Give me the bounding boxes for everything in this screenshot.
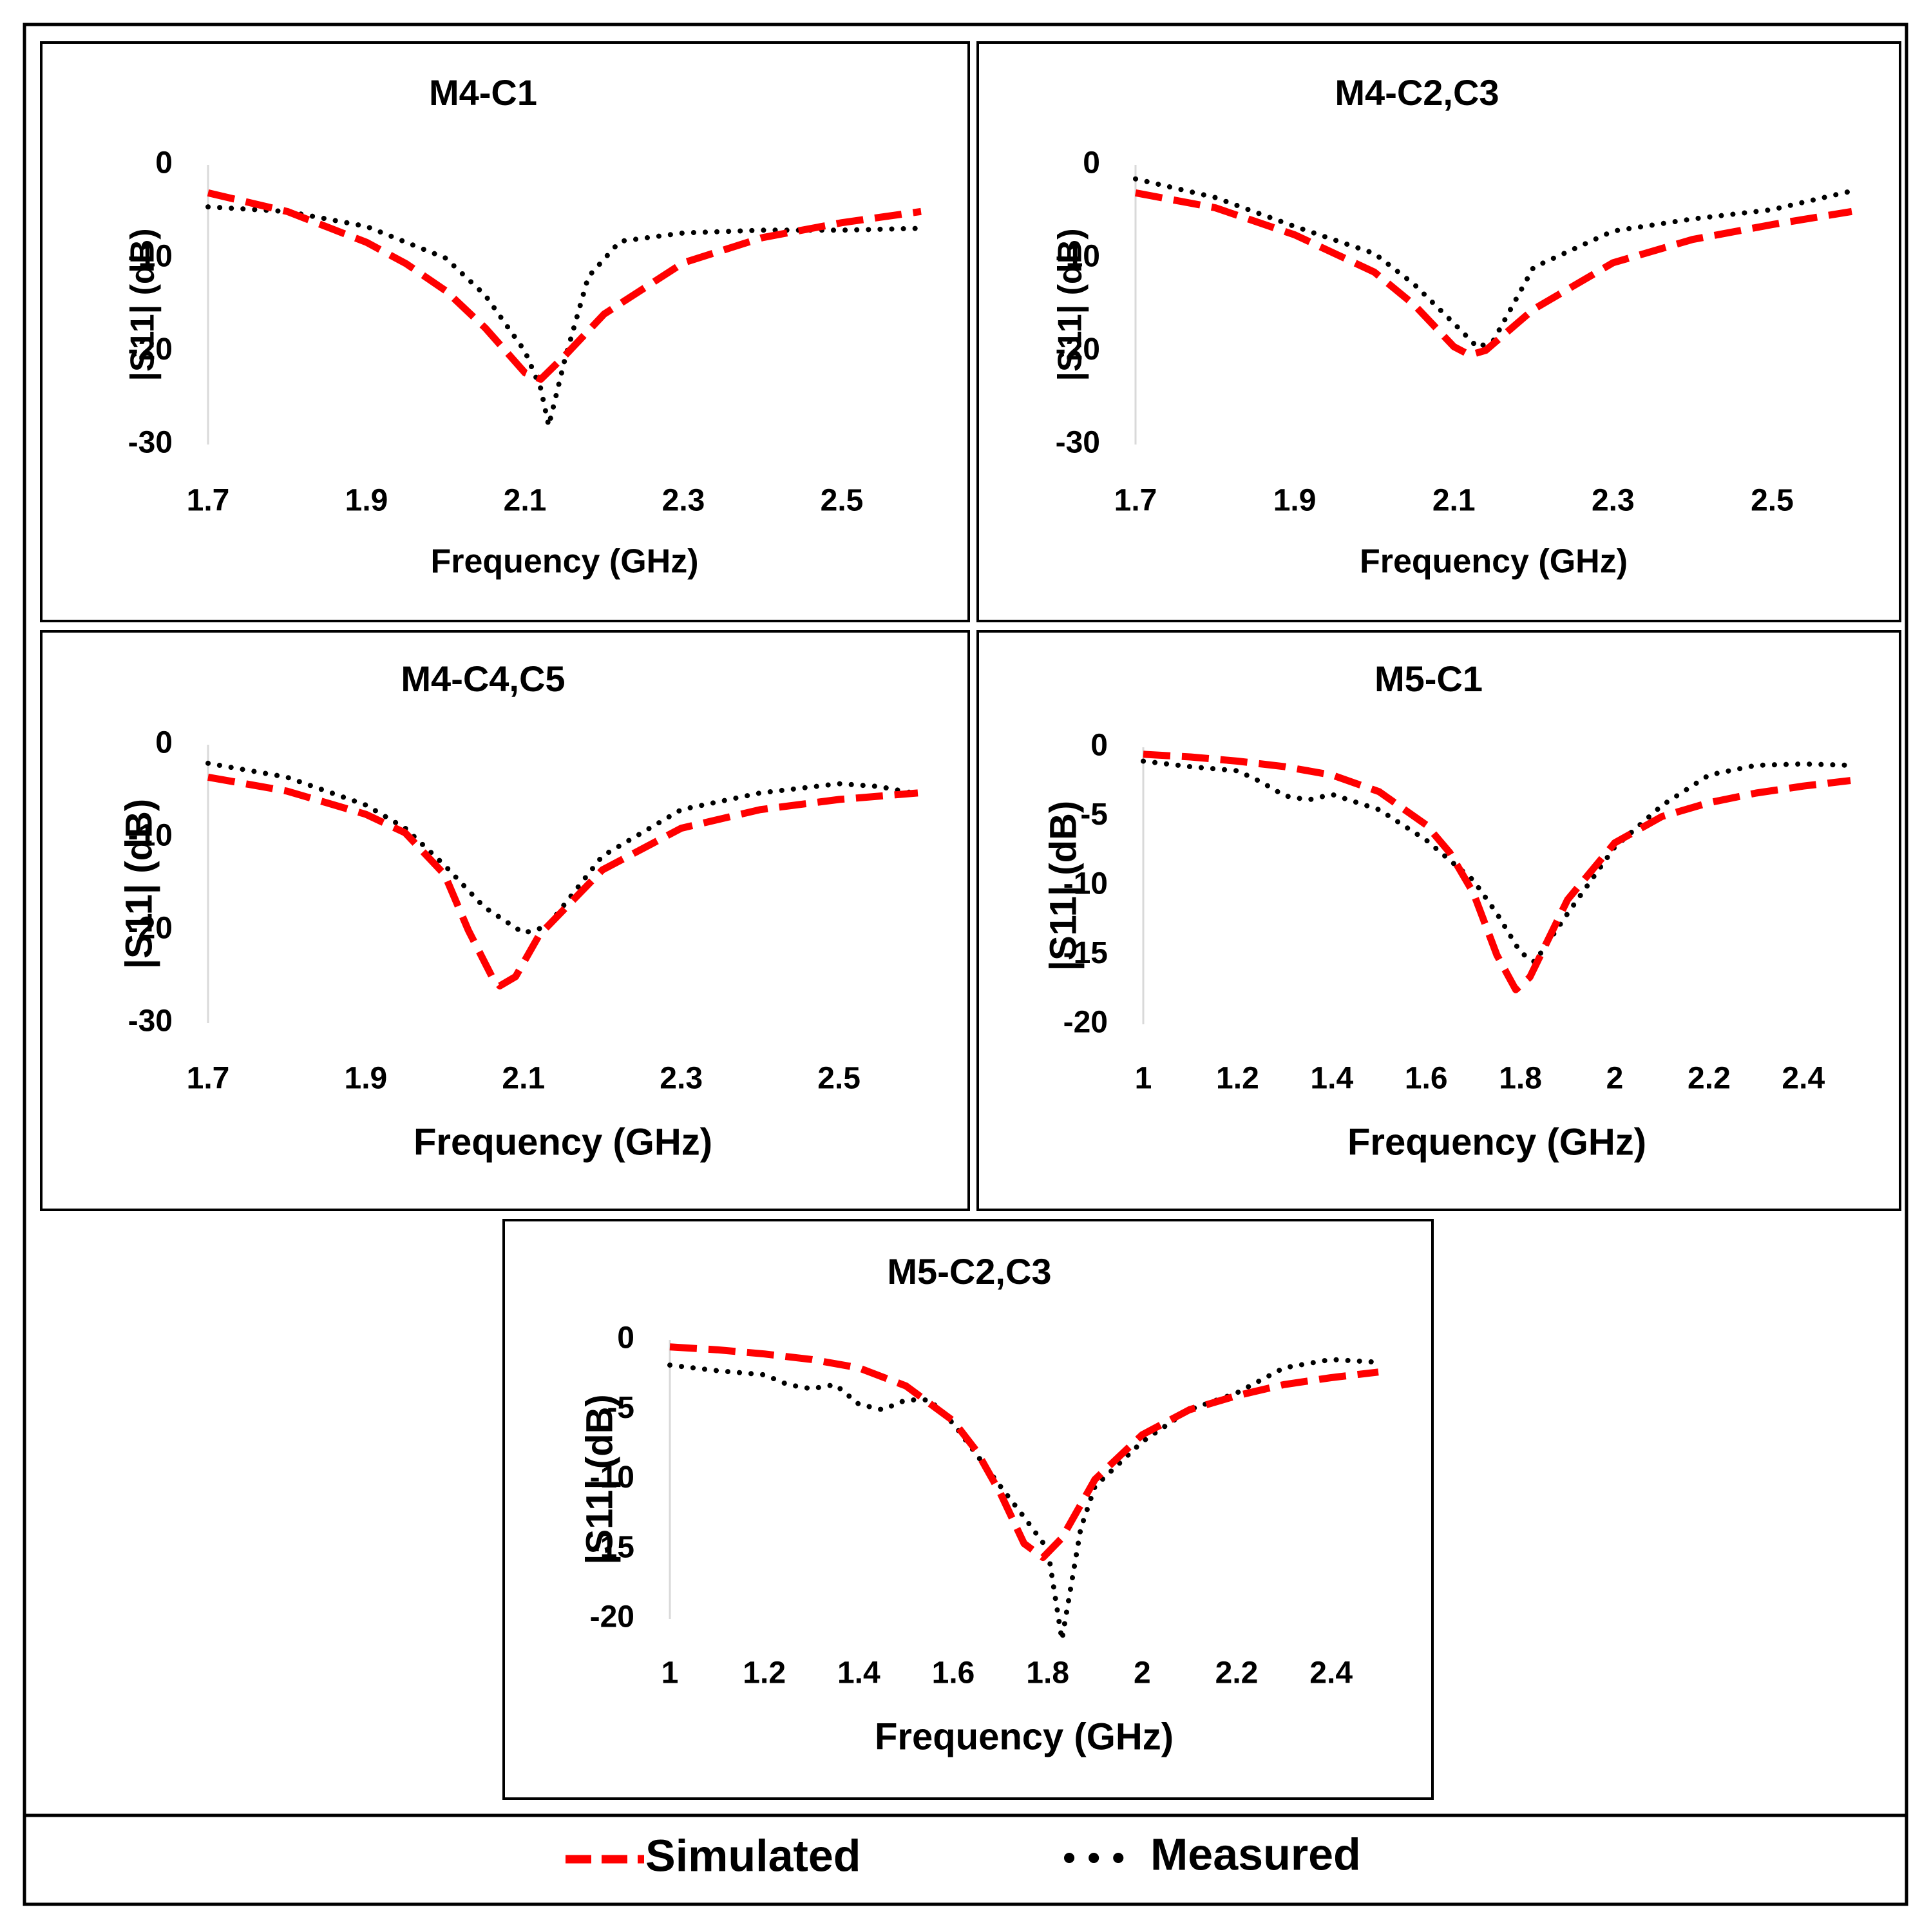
- x-tick-label: 1.9: [345, 484, 388, 518]
- panel-frame: [40, 630, 970, 1211]
- y-tick-label: -30: [1056, 426, 1100, 460]
- x-tick-label: 1.7: [1114, 484, 1157, 518]
- x-tick-label: 2.4: [1309, 1656, 1353, 1690]
- x-tick-label: 2.3: [662, 484, 705, 518]
- chart-title: M5-C2,C3: [887, 1251, 1051, 1292]
- y-axis-label: |S11| (dB): [118, 799, 160, 970]
- legend: Simulated Measured: [566, 1829, 1361, 1880]
- x-tick-label: 1.8: [1026, 1656, 1069, 1690]
- panel-m4-c4-c5: M4-C4,C5 0 -10 -20 -30 1.7 1.9 2.1 2.3 2.5 Frequen…: [40, 630, 970, 1211]
- x-tick-label: 2.3: [660, 1062, 703, 1096]
- x-tick-label: 1.4: [1310, 1062, 1353, 1096]
- x-axis-label: Frequency (GHz): [1347, 1121, 1646, 1163]
- chart-title: M4-C2,C3: [1335, 72, 1499, 113]
- y-tick-label: 0: [155, 726, 173, 760]
- x-tick-label: 1.8: [1499, 1062, 1542, 1096]
- y-tick-label: -30: [128, 426, 173, 460]
- y-tick-label: -20: [1063, 1006, 1108, 1040]
- legend-measured-label: Measured: [1150, 1829, 1361, 1879]
- chart-title: M5-C1: [1375, 658, 1483, 699]
- x-tick-label: 1: [661, 1656, 679, 1690]
- chart-title: M4-C1: [429, 72, 537, 113]
- x-tick-label: 2.1: [502, 1062, 545, 1096]
- y-tick-label: -15: [590, 1530, 634, 1564]
- x-axis-label: Frequency (GHz): [430, 543, 698, 580]
- y-tick-label: -5: [1080, 798, 1108, 832]
- x-tick-label: 1.2: [1216, 1062, 1259, 1096]
- y-tick-label: 0: [1090, 729, 1108, 763]
- panel-m5-c1: M5-C1 0 -5 -10 -15 -20 1 1.2 1.4 1.6 1.8 2 2.2 2.4 Fre…: [976, 630, 1901, 1211]
- y-axis-label: |S11| (dB): [1042, 801, 1084, 971]
- x-tick-label: 2.2: [1215, 1656, 1259, 1690]
- x-tick-label: 2.5: [1751, 484, 1794, 518]
- x-axis-label: Frequency (GHz): [875, 1716, 1174, 1757]
- x-tick-label: 1.6: [932, 1656, 975, 1690]
- series-simulated-line: [207, 189, 922, 383]
- panel-m4-c1: M4-C1 0 -10 -20 -30 1.7 1.9 2.1 2.3 2.5 Frequency …: [40, 41, 970, 622]
- y-tick-label: -20: [128, 912, 173, 946]
- y-tick-label: -20: [1056, 332, 1100, 367]
- x-tick-label: 2.5: [817, 1062, 861, 1096]
- series-simulated-line: [669, 1343, 1379, 1562]
- y-tick-label: 0: [155, 146, 173, 180]
- x-axis-label: Frequency (GHz): [1360, 543, 1628, 580]
- x-tick-label: 2.4: [1782, 1062, 1825, 1096]
- x-axis-label: Frequency (GHz): [414, 1121, 712, 1163]
- x-tick-label: 1.9: [345, 1062, 388, 1096]
- panel-frame: [502, 1219, 1434, 1800]
- x-tick-label: 1: [1135, 1062, 1152, 1096]
- y-tick-label: -10: [128, 239, 173, 273]
- y-tick-label: -10: [1063, 867, 1108, 901]
- x-tick-label: 1.7: [187, 1062, 230, 1096]
- y-tick-label: -20: [590, 1600, 634, 1634]
- x-tick-label: 2.3: [1592, 484, 1635, 518]
- y-tick-label: -10: [128, 819, 173, 853]
- series-measured-line: [1141, 758, 1853, 965]
- series-measured-line: [205, 760, 920, 936]
- panel-m4-c2-c3: M4-C2,C3 0 -10 -20 -30 1.7 1.9 2.1 2.3 2.5 Frequen…: [976, 41, 1901, 622]
- y-tick-label: 0: [617, 1321, 634, 1355]
- series-simulated-line: [1134, 189, 1852, 359]
- outer-frame: [23, 23, 1908, 1906]
- series-simulated-line: [207, 773, 918, 990]
- panel-m5-c2-c3: M5-C2,C3 0 -5 -10 -15 -20 1 1.2 1.4 1.6 1.8 2 2.2 2.4…: [502, 1219, 1434, 1800]
- chart-title: M4-C4,C5: [401, 658, 565, 699]
- y-axis-label: |S11| (dB): [124, 228, 162, 381]
- x-tick-label: 2: [1606, 1062, 1624, 1096]
- x-tick-label: 2.2: [1688, 1062, 1731, 1096]
- panel-frame: [40, 41, 970, 622]
- y-tick-label: 0: [1083, 146, 1100, 180]
- series-simulated-line: [1143, 751, 1851, 993]
- x-tick-label: 2.5: [821, 484, 864, 518]
- x-tick-label: 1.7: [187, 484, 230, 518]
- y-tick-label: -10: [1056, 239, 1100, 273]
- y-axis-label: |S11| (dB): [578, 1394, 620, 1565]
- y-axis-label: |S11| (dB): [1052, 228, 1089, 381]
- legend-simulated-label: Simulated: [645, 1830, 861, 1880]
- x-tick-label: 2: [1134, 1656, 1151, 1690]
- series-measured-line: [205, 204, 924, 429]
- panel-frame: [976, 630, 1901, 1211]
- y-tick-label: -30: [128, 1004, 173, 1038]
- y-tick-label: -10: [590, 1460, 634, 1495]
- y-tick-label: -20: [128, 332, 173, 367]
- x-tick-label: 2.1: [1432, 484, 1476, 518]
- x-tick-label: 1.2: [743, 1656, 786, 1690]
- x-tick-label: 1.9: [1273, 484, 1317, 518]
- x-tick-label: 2.1: [504, 484, 547, 518]
- y-tick-label: -15: [1063, 936, 1108, 970]
- y-tick-label: -5: [607, 1391, 634, 1425]
- x-tick-label: 1.6: [1405, 1062, 1448, 1096]
- x-tick-label: 1.4: [837, 1656, 880, 1690]
- panel-frame: [976, 41, 1901, 622]
- series-measured-line: [667, 1357, 1381, 1643]
